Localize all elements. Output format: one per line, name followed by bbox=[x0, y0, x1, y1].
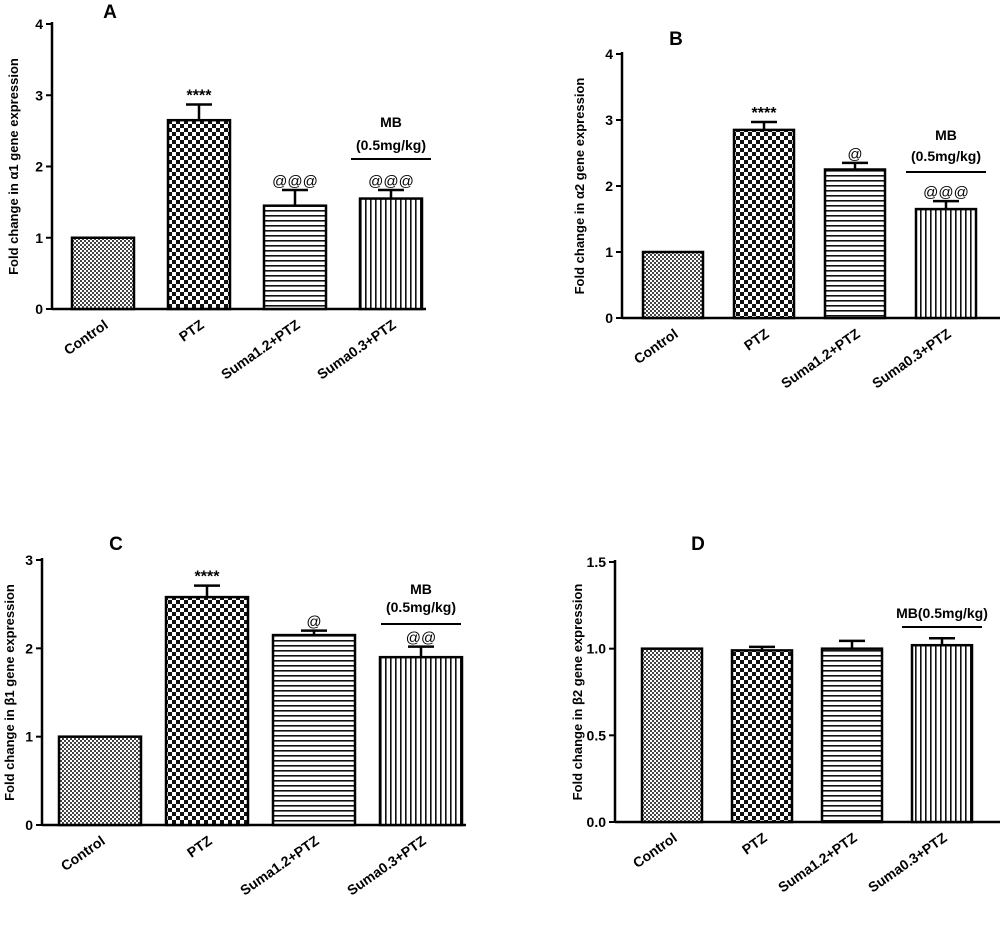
y-tick-label: 0 bbox=[605, 310, 613, 326]
y-tick-label: 3 bbox=[25, 552, 33, 568]
y-axis-title: Fold change in β1 gene expression bbox=[2, 584, 17, 801]
bar bbox=[70, 236, 136, 311]
x-category-label: Control bbox=[631, 325, 681, 367]
y-tick-label: 0 bbox=[25, 817, 33, 833]
panel-label: B bbox=[669, 29, 683, 50]
x-category-label: Suma1.2+PTZ bbox=[218, 316, 303, 382]
bar bbox=[823, 168, 887, 320]
panel-label: C bbox=[109, 534, 123, 555]
bar bbox=[262, 204, 328, 311]
x-category-label: Control bbox=[61, 316, 111, 358]
significance-label: **** bbox=[195, 569, 221, 586]
x-category-label: Control bbox=[630, 829, 680, 871]
panel-c: C 0 1 2 3 Fold change in β1 gene expression Co… bbox=[2, 534, 466, 898]
bar bbox=[641, 250, 705, 320]
panel-a: A 0 1 2 3 4 Fold change in α1 gene expression C… bbox=[6, 2, 431, 382]
x-category-label: Suma0.3+PTZ bbox=[865, 829, 950, 895]
y-tick-label: 0.0 bbox=[587, 814, 607, 830]
y-axis-title: Fold change in α2 gene expression bbox=[572, 78, 587, 295]
x-category-label: PTZ bbox=[741, 325, 772, 354]
y-tick-label: 1.5 bbox=[587, 554, 607, 570]
bar bbox=[640, 647, 704, 824]
group-label: (0.5mg/kg) bbox=[911, 148, 981, 164]
y-tick-label: 1 bbox=[25, 729, 33, 745]
bar bbox=[910, 643, 974, 824]
significance-label: @@ bbox=[406, 630, 436, 647]
y-tick-label: 3 bbox=[605, 112, 613, 128]
bar bbox=[271, 633, 357, 827]
bar bbox=[57, 735, 143, 827]
bar bbox=[914, 207, 978, 320]
y-tick-label: 2 bbox=[25, 640, 33, 656]
group-label: MB bbox=[380, 114, 402, 130]
y-tick-label: 1.0 bbox=[587, 641, 607, 657]
significance-label: @@@ bbox=[368, 173, 414, 190]
significance-label: **** bbox=[187, 88, 213, 105]
panel-label: A bbox=[103, 2, 117, 23]
x-category-label: PTZ bbox=[176, 316, 207, 345]
y-tick-label: 4 bbox=[35, 16, 43, 32]
y-axis-title: Fold change in β2 gene expression bbox=[570, 584, 585, 801]
x-category-label: Suma1.2+PTZ bbox=[775, 829, 860, 895]
x-category-label: Suma1.2+PTZ bbox=[778, 325, 863, 391]
group-label: (0.5mg/kg) bbox=[386, 599, 456, 615]
y-tick-label: 1 bbox=[35, 230, 43, 246]
significance-label: **** bbox=[752, 105, 778, 122]
x-category-label: Control bbox=[58, 832, 108, 874]
bar bbox=[732, 128, 796, 320]
significance-label: @ bbox=[306, 614, 321, 631]
significance-label: @ bbox=[847, 146, 862, 163]
group-label: (0.5mg/kg) bbox=[356, 137, 426, 153]
x-category-label: Suma0.3+PTZ bbox=[314, 316, 399, 382]
bar bbox=[730, 649, 794, 824]
y-tick-label: 4 bbox=[605, 46, 613, 62]
y-tick-label: 1 bbox=[605, 244, 613, 260]
y-tick-label: 2 bbox=[35, 159, 43, 175]
panel-label: D bbox=[691, 534, 705, 555]
significance-label: @@@ bbox=[272, 173, 318, 190]
x-category-label: PTZ bbox=[739, 829, 770, 858]
bar bbox=[358, 197, 424, 311]
group-label: MB bbox=[935, 127, 957, 143]
bar bbox=[378, 655, 464, 827]
group-label: MB bbox=[410, 581, 432, 597]
y-tick-label: 2 bbox=[605, 178, 613, 194]
bar bbox=[166, 118, 232, 311]
bar bbox=[820, 647, 884, 824]
y-axis-title: Fold change in α1 gene expression bbox=[6, 58, 21, 275]
y-tick-label: 3 bbox=[35, 87, 43, 103]
significance-label: @@@ bbox=[923, 184, 969, 201]
group-label: MB(0.5mg/kg) bbox=[896, 605, 988, 621]
bar bbox=[164, 595, 250, 827]
x-category-label: Suma1.2+PTZ bbox=[237, 832, 322, 898]
panel-b: B 0 1 2 3 4 Fold change in α2 gene expression C… bbox=[572, 29, 1000, 391]
x-category-label: Suma0.3+PTZ bbox=[869, 325, 954, 391]
y-tick-label: 0 bbox=[35, 301, 43, 317]
y-tick-label: 0.5 bbox=[587, 727, 607, 743]
x-category-label: PTZ bbox=[184, 832, 215, 861]
x-category-label: Suma0.3+PTZ bbox=[344, 832, 429, 898]
